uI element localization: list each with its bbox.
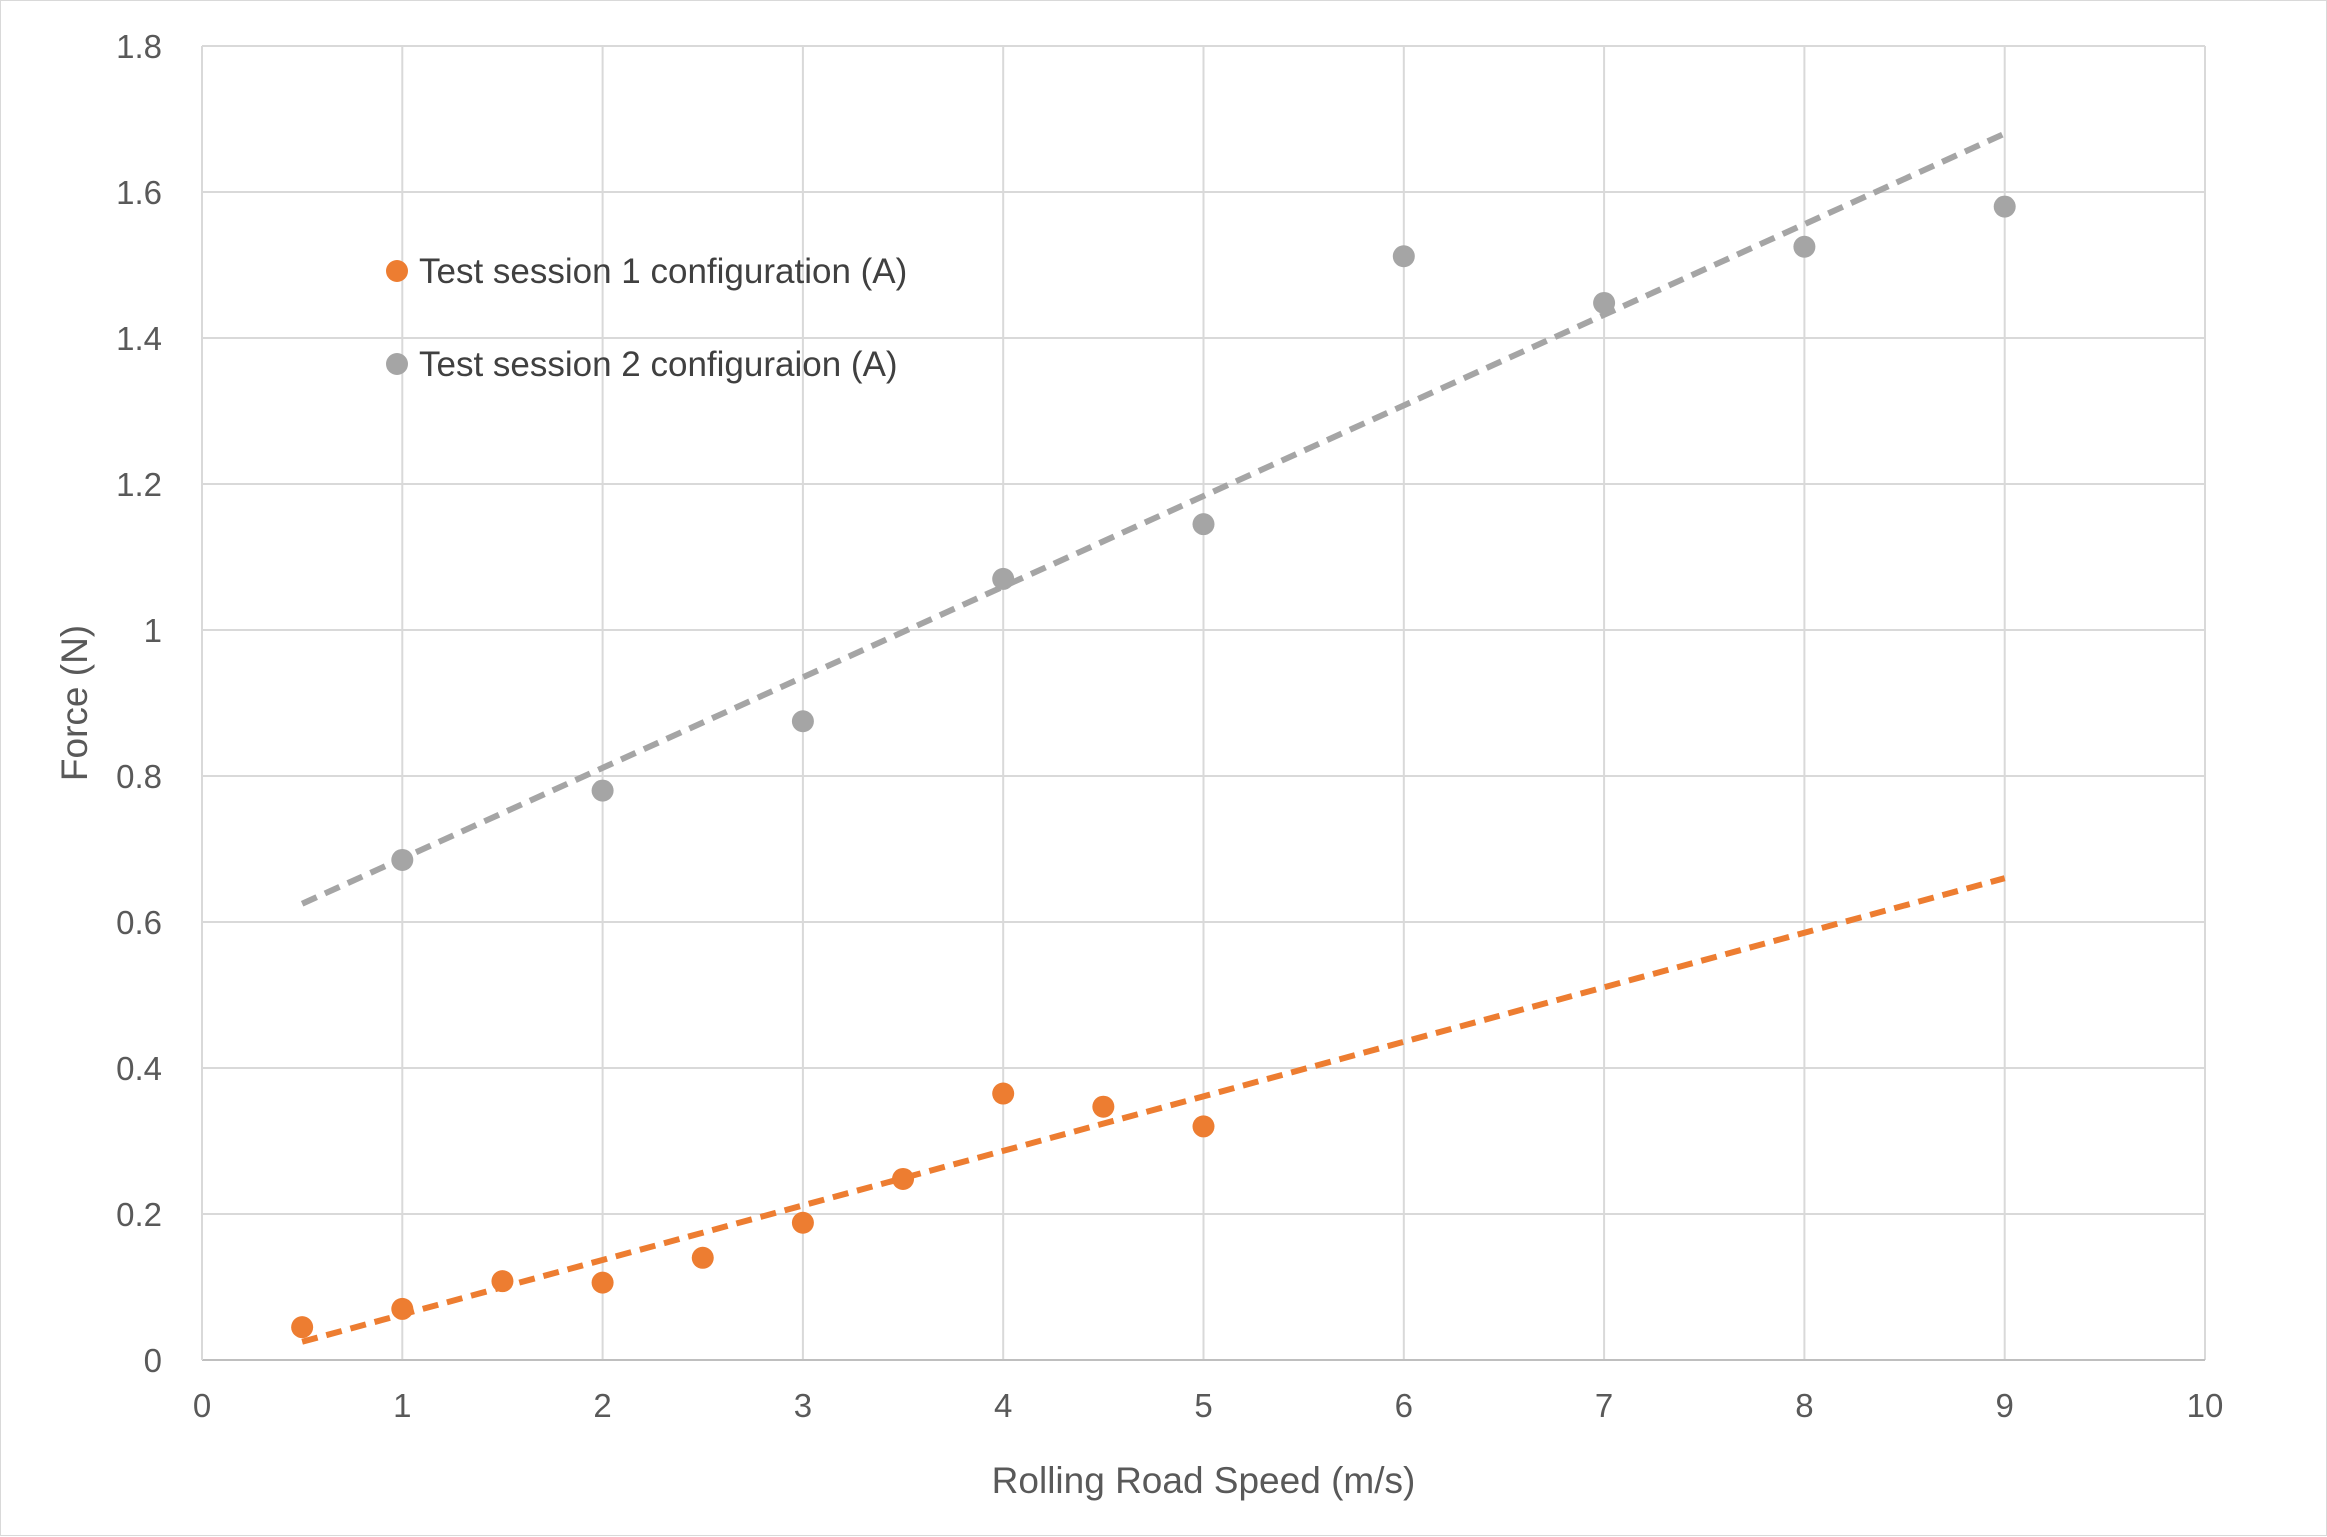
data-point-series-1 (391, 1297, 414, 1320)
data-point-series-1 (992, 1082, 1015, 1105)
y-tick-label: 1.6 (116, 174, 162, 211)
legend: Test session 1 configuration (A) Test ses… (386, 252, 907, 384)
data-point-series-1 (892, 1167, 915, 1190)
legend-label-series-2: Test session 2 configuraion (A) (419, 345, 898, 384)
data-point-series-2 (1793, 235, 1816, 258)
data-point-series-1 (291, 1316, 314, 1339)
axes: 0 1 2 3 4 5 6 7 8 9 10 0 0.2 0.4 0.6 0.8 1 1.2 1.4 1.6 1.8 (116, 28, 2223, 1424)
legend-marker-series-2 (386, 353, 408, 375)
data-point-series-2 (1593, 291, 1616, 314)
trendline-series-2 (300, 130, 2006, 907)
y-tick-label: 0.4 (116, 1050, 162, 1087)
data-point-series-1 (1092, 1095, 1115, 1118)
trendlines (300, 130, 2006, 1345)
data-point-series-2 (1993, 195, 2016, 218)
x-tick-label: 10 (2187, 1387, 2224, 1424)
y-tick-label: 1.2 (116, 466, 162, 503)
grid-lines (201, 45, 2206, 1361)
x-tick-label: 1 (393, 1387, 411, 1424)
x-tick-label: 3 (794, 1387, 812, 1424)
x-tick-label: 8 (1795, 1387, 1813, 1424)
x-tick-label: 4 (994, 1387, 1012, 1424)
data-point-series-1 (591, 1271, 614, 1294)
data-point-series-2 (791, 710, 814, 733)
y-tick-label: 0.2 (116, 1196, 162, 1233)
x-axis-title: Rolling Road Speed (m/s) (992, 1460, 1416, 1501)
legend-marker-series-1 (386, 260, 408, 282)
x-tick-label: 9 (1996, 1387, 2014, 1424)
data-point-series-2 (992, 567, 1015, 590)
x-tick-label: 0 (193, 1387, 211, 1424)
data-point-series-2 (591, 779, 614, 802)
y-tick-label: 0 (144, 1342, 162, 1379)
data-point-series-1 (791, 1211, 814, 1234)
data-point-series-2 (1192, 513, 1215, 536)
y-tick-label: 1.8 (116, 28, 162, 65)
y-tick-label: 1 (144, 612, 162, 649)
y-tick-label: 0.6 (116, 904, 162, 941)
x-tick-label: 6 (1395, 1387, 1413, 1424)
x-tick-label: 7 (1595, 1387, 1613, 1424)
data-points (291, 195, 2016, 1339)
legend-label-series-1: Test session 1 configuration (A) (419, 252, 907, 291)
y-tick-label: 1.4 (116, 320, 162, 357)
data-point-series-2 (391, 848, 414, 871)
x-tick-label: 5 (1194, 1387, 1212, 1424)
data-point-series-1 (491, 1270, 514, 1293)
x-tick-label: 2 (593, 1387, 611, 1424)
data-point-series-1 (691, 1246, 714, 1269)
y-axis-title: Force (N) (54, 625, 95, 781)
y-tick-label: 0.8 (116, 758, 162, 795)
trendline-series-1 (301, 875, 2006, 1345)
data-point-series-2 (1392, 245, 1415, 268)
data-point-series-1 (1192, 1115, 1215, 1138)
